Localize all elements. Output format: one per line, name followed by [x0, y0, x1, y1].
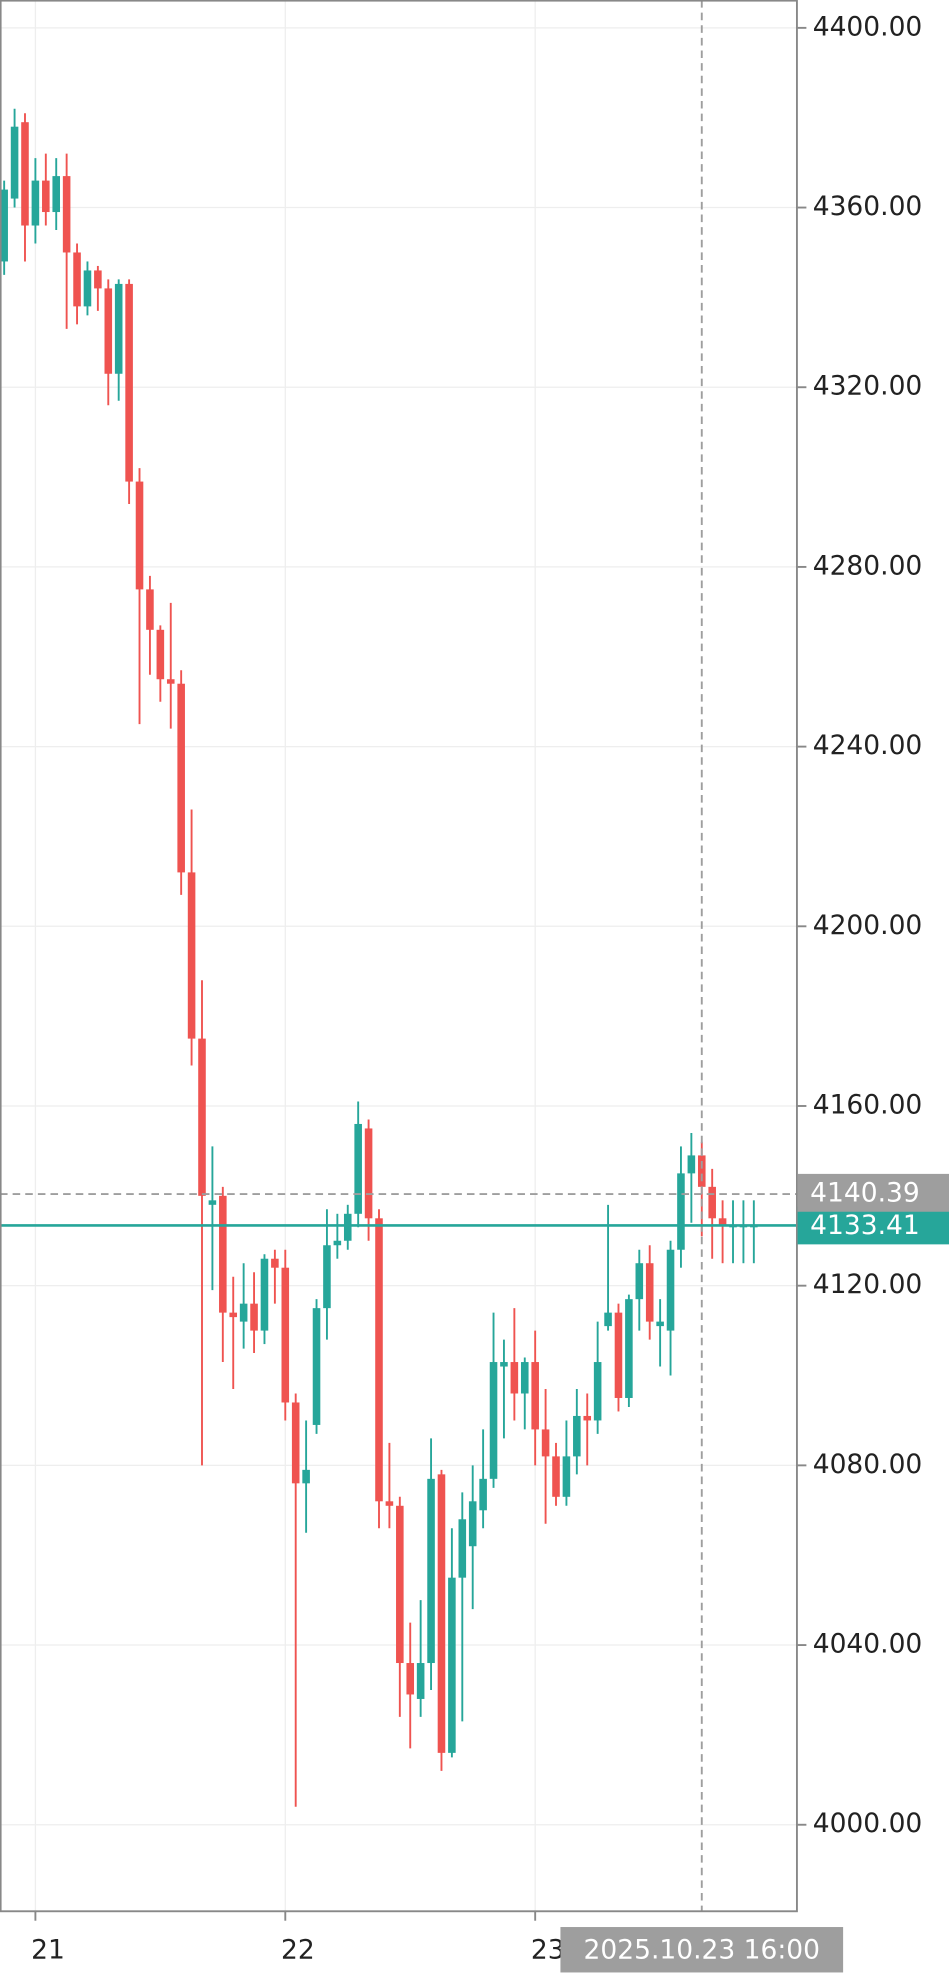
- candle-body: [614, 1312, 623, 1398]
- candle-body: [156, 629, 165, 680]
- candle-body: [281, 1267, 290, 1403]
- candle-body: [573, 1415, 581, 1457]
- plot-border: [0, 0, 798, 1913]
- grid: [0, 0, 798, 1912]
- candle-body: [364, 1128, 373, 1219]
- y-tick-label: 4240.00: [813, 730, 923, 761]
- candle-body: [583, 1415, 592, 1421]
- candle-body: [635, 1263, 644, 1300]
- y-tick-label: 4080.00: [813, 1449, 923, 1480]
- candle-body: [687, 1155, 696, 1174]
- candle-body: [468, 1501, 477, 1547]
- candle-body: [52, 176, 61, 213]
- candle-body: [0, 189, 8, 262]
- candle-body: [562, 1456, 571, 1497]
- candle-body: [198, 1038, 206, 1196]
- candle-body: [62, 176, 71, 253]
- candle-body: [604, 1312, 612, 1327]
- candle-body: [114, 283, 123, 374]
- y-tick-label: 4200.00: [813, 910, 923, 941]
- y-tick-label: 4120.00: [813, 1269, 923, 1300]
- y-tick-label: 4360.00: [813, 191, 923, 222]
- candle-body: [146, 589, 154, 630]
- y-tick-label: 4040.00: [813, 1629, 923, 1660]
- candle-body: [625, 1299, 633, 1398]
- crosshair-price-box: [797, 1173, 949, 1212]
- candle-body: [677, 1173, 685, 1250]
- x-tick-label: 23: [531, 1935, 565, 1966]
- candle-body: [187, 872, 196, 1039]
- y-tick-label: 4280.00: [813, 550, 923, 581]
- candle-body: [177, 683, 185, 873]
- crosshair-time-label: 2025.10.23 16:00: [584, 1935, 821, 1966]
- candle-body: [416, 1663, 425, 1699]
- y-tick-label: 4000.00: [813, 1808, 923, 1839]
- candle-body: [593, 1362, 602, 1421]
- y-tick-label: 4320.00: [813, 371, 923, 402]
- candle-body: [489, 1362, 498, 1479]
- candle-body: [260, 1258, 269, 1331]
- candle-body: [229, 1312, 238, 1318]
- candle-body: [375, 1218, 383, 1502]
- y-tick-label: 4160.00: [813, 1089, 923, 1120]
- candle-body: [697, 1155, 706, 1187]
- candle-body: [520, 1362, 529, 1394]
- candle-body: [135, 481, 144, 590]
- candle-body: [10, 126, 19, 199]
- candle-body: [125, 283, 133, 482]
- candle-body: [31, 180, 40, 226]
- candle-body: [406, 1663, 415, 1695]
- candle-body: [458, 1519, 467, 1578]
- candle-body: [479, 1478, 487, 1511]
- candle-body: [302, 1469, 310, 1484]
- candle-body: [427, 1478, 435, 1664]
- candle-body: [333, 1240, 342, 1246]
- candle-body: [250, 1303, 258, 1331]
- candle-body: [552, 1456, 560, 1497]
- candle-body: [271, 1258, 279, 1268]
- candle-body: [531, 1362, 539, 1430]
- x-tick-label: 22: [281, 1935, 315, 1966]
- candle-body: [208, 1200, 217, 1205]
- crosshair-time-box: [560, 1927, 844, 1973]
- candle-body: [510, 1362, 519, 1394]
- candle-body: [343, 1213, 352, 1241]
- candle-body: [21, 122, 29, 226]
- candle-body: [385, 1501, 394, 1506]
- last-price-label-box: [797, 1206, 949, 1245]
- crosshair-price-label: 4140.39: [810, 1178, 920, 1209]
- candle-body: [645, 1263, 654, 1322]
- candle-body: [312, 1308, 321, 1425]
- candle-body: [718, 1218, 727, 1226]
- candle-body: [94, 270, 102, 289]
- candle-body: [291, 1402, 300, 1484]
- candle-body: [73, 252, 81, 307]
- candle-body: [541, 1429, 550, 1457]
- x-tick-label: 21: [31, 1935, 65, 1966]
- candles: [0, 108, 758, 1807]
- y-tick-label: 4400.00: [813, 11, 923, 42]
- candle-body: [666, 1249, 675, 1331]
- candle-body: [42, 180, 50, 213]
- candle-body: [219, 1195, 227, 1313]
- candle-body: [437, 1474, 446, 1753]
- candle-body: [323, 1245, 331, 1309]
- candle-body: [83, 270, 92, 307]
- candle-body: [656, 1321, 664, 1327]
- candle-body: [104, 288, 113, 374]
- candle-body: [354, 1123, 362, 1214]
- candle-body: [708, 1186, 716, 1219]
- candle-body: [239, 1303, 248, 1322]
- last-price-label: 4133.41: [810, 1210, 920, 1241]
- overlay: [0, 0, 798, 1912]
- candle-body: [166, 679, 175, 684]
- candle-body: [500, 1362, 508, 1367]
- candle-body: [396, 1505, 404, 1664]
- candle-body: [448, 1577, 456, 1753]
